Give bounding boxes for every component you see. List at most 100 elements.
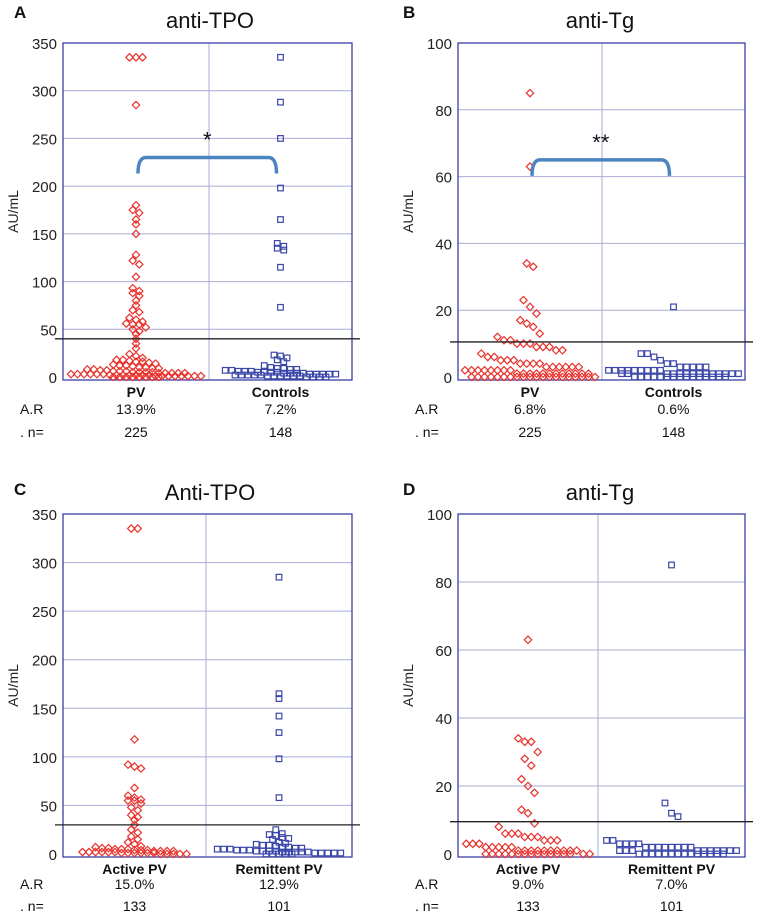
data-point-active-pv	[149, 848, 159, 858]
data-point-remittent-pv	[252, 847, 260, 855]
data-point-controls	[231, 371, 239, 379]
data-point-controls	[676, 373, 684, 381]
ar-row-label: A.R	[20, 876, 43, 892]
data-point-pv	[131, 343, 141, 353]
data-point-pv	[134, 307, 144, 317]
data-point-active-pv	[123, 837, 133, 847]
n-row-label: . n=	[20, 424, 44, 440]
data-point-active-pv	[526, 737, 536, 747]
y-tick-label: 40	[435, 711, 452, 728]
data-point-controls	[273, 244, 281, 252]
data-point-pv	[121, 319, 131, 329]
data-point-pv	[128, 319, 138, 330]
data-point-pv	[502, 355, 512, 365]
data-point-controls	[293, 365, 301, 373]
data-point-remittent-pv	[661, 799, 669, 807]
data-point-active-pv	[133, 812, 143, 822]
data-point-pv	[137, 357, 148, 367]
data-point-controls	[624, 370, 632, 378]
data-point-active-pv	[77, 847, 88, 857]
data-point-pv	[144, 370, 154, 380]
data-point-active-pv	[507, 842, 517, 852]
data-point-active-pv	[513, 733, 523, 743]
data-point-remittent-pv	[275, 850, 283, 858]
data-point-active-pv	[533, 832, 543, 842]
data-point-controls	[650, 366, 658, 374]
data-point-controls	[670, 303, 677, 311]
y-tick-label: 0	[49, 847, 57, 864]
data-point-active-pv	[487, 842, 497, 852]
data-point-remittent-pv	[622, 847, 630, 854]
data-point-pv	[134, 286, 144, 296]
data-point-pv	[544, 342, 555, 352]
data-point-controls	[689, 363, 697, 371]
data-point-remittent-pv	[324, 849, 332, 857]
data-point-remittent-pv	[288, 850, 296, 858]
data-point-remittent-pv	[642, 850, 649, 858]
y-axis-label: AU/mL	[400, 664, 416, 707]
data-point-active-pv	[126, 831, 136, 842]
data-point-controls	[277, 372, 284, 380]
significance-marker: *	[203, 128, 212, 153]
data-point-pv	[483, 352, 493, 362]
data-point-controls	[689, 373, 697, 381]
data-point-remittent-pv	[622, 840, 630, 848]
data-point-pv	[124, 52, 135, 62]
data-point-remittent-pv	[648, 843, 656, 851]
data-point-remittent-pv	[609, 836, 617, 844]
y-tick-label: 250	[32, 604, 57, 621]
data-point-remittent-pv	[681, 843, 688, 851]
data-point-pv	[134, 362, 144, 372]
data-point-controls	[277, 184, 284, 192]
data-point-remittent-pv	[275, 794, 283, 802]
data-point-remittent-pv	[304, 848, 312, 856]
y-axis-label: AU/mL	[5, 190, 21, 233]
data-point-active-pv	[526, 761, 536, 771]
data-point-active-pv	[90, 847, 101, 857]
y-tick-label: 50	[40, 798, 57, 815]
n-row-label: . n=	[415, 424, 439, 440]
data-point-remittent-pv	[282, 850, 289, 858]
data-point-pv	[551, 345, 561, 355]
data-point-controls	[618, 370, 625, 378]
data-point-active-pv	[526, 832, 536, 842]
data-point-pv	[141, 362, 151, 372]
data-point-controls	[267, 364, 275, 371]
data-point-remittent-pv	[694, 850, 701, 858]
data-point-remittent-pv	[648, 850, 656, 858]
y-tick-label: 300	[32, 556, 57, 573]
panel-letter: D	[403, 480, 415, 499]
n-value: 148	[269, 424, 293, 440]
data-point-remittent-pv	[720, 850, 727, 858]
data-point-remittent-pv	[655, 850, 662, 858]
group-label: Remittent PV	[628, 861, 716, 877]
data-point-active-pv	[520, 754, 530, 764]
data-point-active-pv	[585, 849, 595, 859]
data-point-pv	[492, 365, 503, 375]
n-row-label: . n=	[415, 898, 439, 914]
data-point-controls	[316, 373, 323, 381]
data-point-pv	[496, 355, 506, 365]
data-point-pv	[577, 372, 587, 382]
data-point-pv	[479, 372, 490, 382]
data-point-pv	[124, 349, 135, 359]
data-point-active-pv	[546, 849, 556, 859]
data-point-remittent-pv	[642, 843, 649, 851]
data-point-pv	[486, 372, 496, 382]
data-point-active-pv	[572, 846, 582, 856]
data-point-pv	[118, 355, 128, 365]
data-point-remittent-pv	[700, 847, 708, 854]
data-point-pv	[128, 367, 138, 377]
data-point-pv	[137, 370, 148, 380]
data-point-remittent-pv	[616, 847, 623, 854]
data-point-active-pv	[149, 846, 159, 856]
data-point-pv	[85, 369, 96, 379]
data-point-pv	[564, 372, 574, 382]
data-point-pv	[128, 256, 138, 266]
data-point-remittent-pv	[311, 849, 319, 857]
data-point-controls	[280, 358, 288, 366]
panel-c: C Anti-TPO 0 50 100 150 200 250 300 350 AU/mL Activ…	[5, 480, 360, 914]
data-point-remittent-pv	[275, 755, 283, 763]
chart-title: anti-Tg	[566, 8, 634, 33]
data-point-pv	[131, 272, 141, 282]
